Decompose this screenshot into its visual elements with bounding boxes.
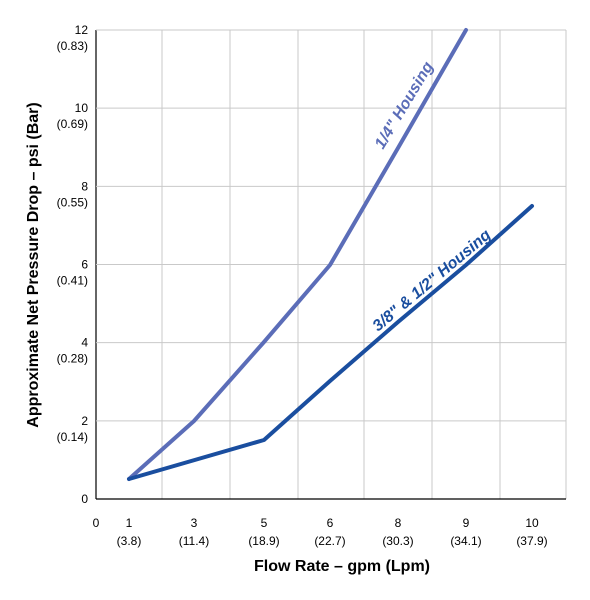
y-tick-labels: 0 2 (0.14) 4 (0.28) 6 (0.41) 8 (0.55) 10 (0.69) 12 (… — [57, 23, 89, 506]
grid — [95, 29, 567, 500]
y-tick-sublabel: (0.55) — [57, 195, 88, 209]
x-tick-labels: 0 1 (3.8) 3 (11.4) 5 (18.9) 6 (22.7) 8 (30.3) 9 (34.… — [93, 516, 548, 548]
y-axis-title: Approximate Net Pressure Drop – psi (Bar… — [25, 102, 42, 427]
y-tick-label: 0 — [81, 492, 88, 506]
y-tick-sublabel: (0.41) — [57, 274, 88, 288]
x-tick-sublabel: (22.7) — [314, 534, 345, 548]
y-tick-sublabel: (0.14) — [57, 430, 88, 444]
y-tick-label: 10 — [75, 101, 89, 115]
y-tick-label: 2 — [81, 414, 88, 428]
y-tick-sublabel: (0.69) — [57, 117, 88, 131]
x-tick-sublabel: (34.1) — [450, 534, 481, 548]
series-lines — [127, 28, 534, 481]
series-line-quarter-housing — [127, 28, 468, 481]
y-tick-sublabel: (0.28) — [57, 352, 88, 366]
x-tick-sublabel: (3.8) — [117, 534, 142, 548]
y-tick-label: 4 — [81, 336, 88, 350]
series-line-38-12-housing — [127, 204, 534, 481]
y-tick-label: 12 — [75, 23, 89, 37]
x-tick-label: 10 — [525, 516, 539, 530]
x-tick-label: 9 — [463, 516, 470, 530]
x-tick-label: 3 — [191, 516, 198, 530]
y-tick-label: 6 — [81, 258, 88, 272]
x-tick-label: 6 — [327, 516, 334, 530]
x-tick-sublabel: (37.9) — [516, 534, 547, 548]
x-axis-title: Flow Rate – gpm (Lpm) — [254, 558, 430, 575]
x-tick-sublabel: (30.3) — [382, 534, 413, 548]
x-tick-label: 8 — [395, 516, 402, 530]
x-tick-sublabel: (18.9) — [248, 534, 279, 548]
x-tick-label: 5 — [261, 516, 268, 530]
x-tick-label: 0 — [93, 516, 100, 530]
x-tick-label: 1 — [126, 516, 133, 530]
x-tick-sublabel: (11.4) — [179, 534, 209, 548]
y-tick-label: 8 — [81, 179, 88, 193]
y-tick-sublabel: (0.83) — [57, 39, 88, 53]
